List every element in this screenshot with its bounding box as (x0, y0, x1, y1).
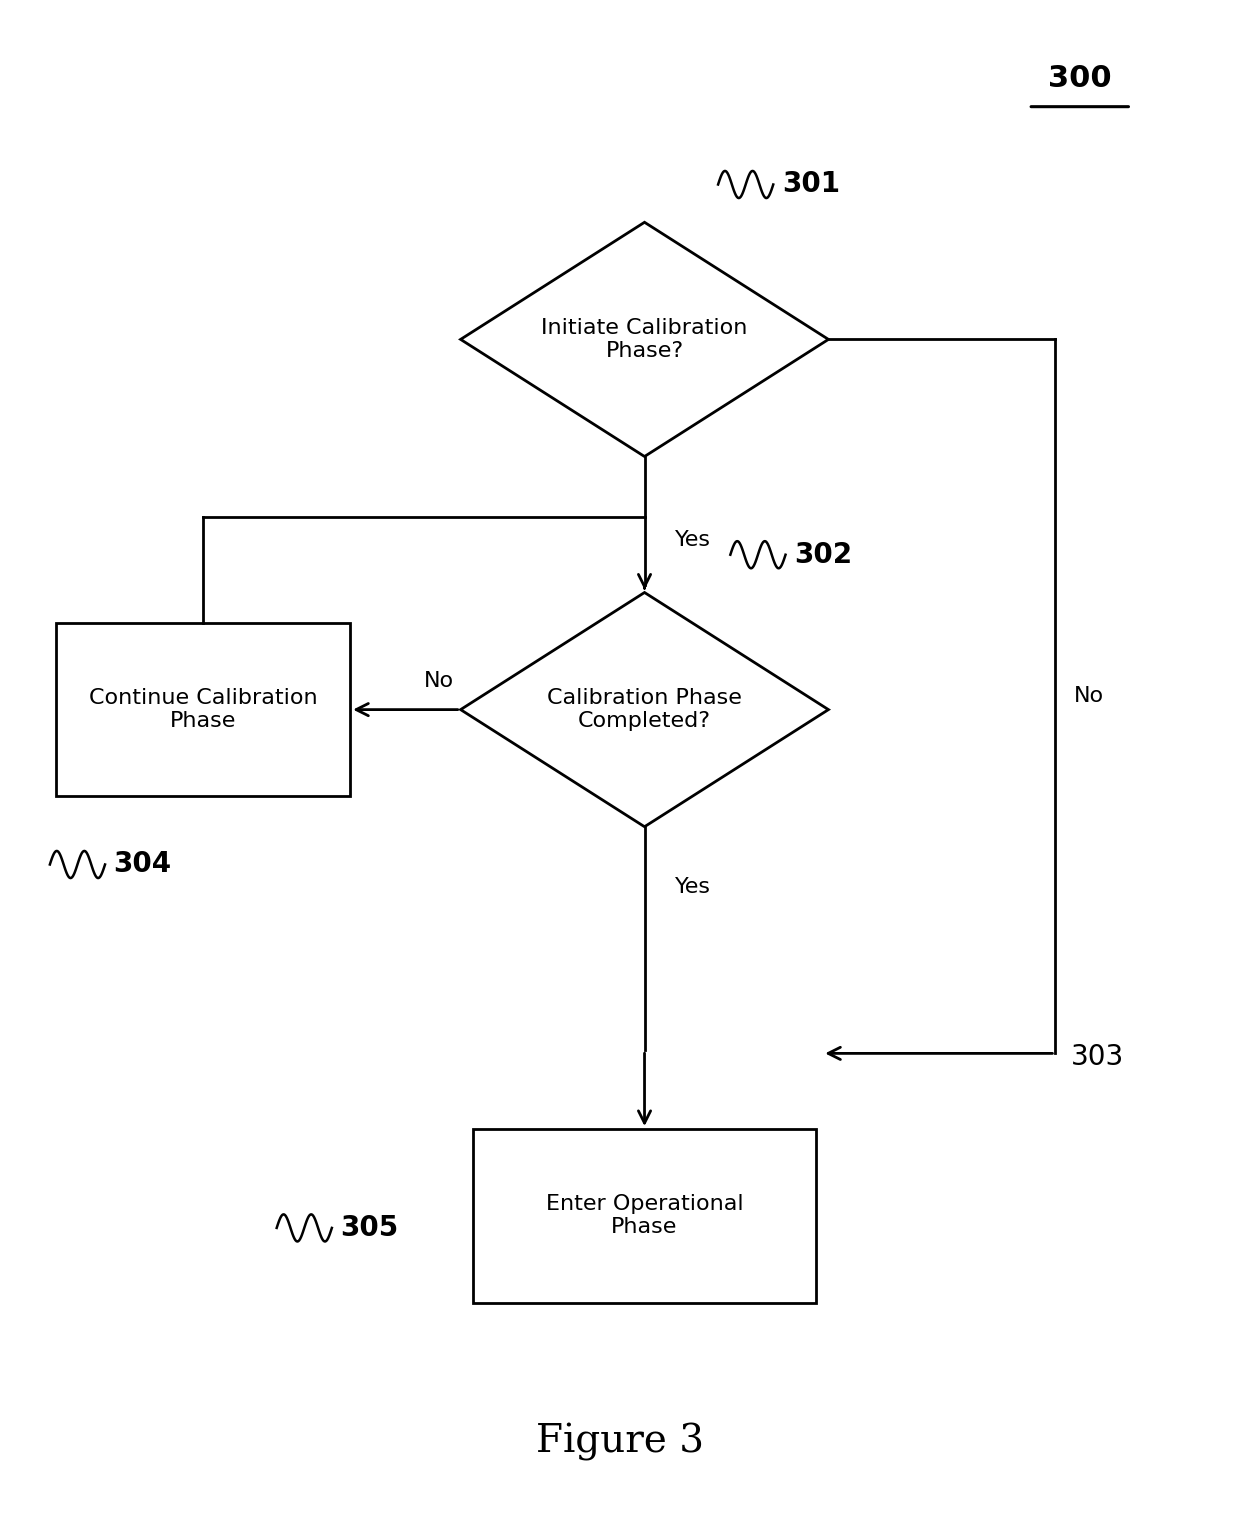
Text: Initiate Calibration
Phase?: Initiate Calibration Phase? (542, 317, 748, 361)
Text: No: No (424, 671, 455, 691)
Text: Enter Operational
Phase: Enter Operational Phase (546, 1194, 743, 1237)
Text: 301: 301 (782, 171, 839, 198)
Text: 304: 304 (114, 851, 172, 878)
Text: 300: 300 (1048, 64, 1111, 93)
Text: Calibration Phase
Completed?: Calibration Phase Completed? (547, 688, 742, 730)
Text: Yes: Yes (675, 529, 712, 549)
Text: Yes: Yes (675, 877, 712, 897)
Text: 305: 305 (341, 1214, 399, 1241)
Text: Continue Calibration
Phase: Continue Calibration Phase (89, 688, 317, 730)
Text: Figure 3: Figure 3 (536, 1423, 704, 1461)
Text: No: No (1074, 686, 1104, 706)
Text: 302: 302 (794, 541, 852, 569)
Text: 303: 303 (1071, 1043, 1125, 1071)
